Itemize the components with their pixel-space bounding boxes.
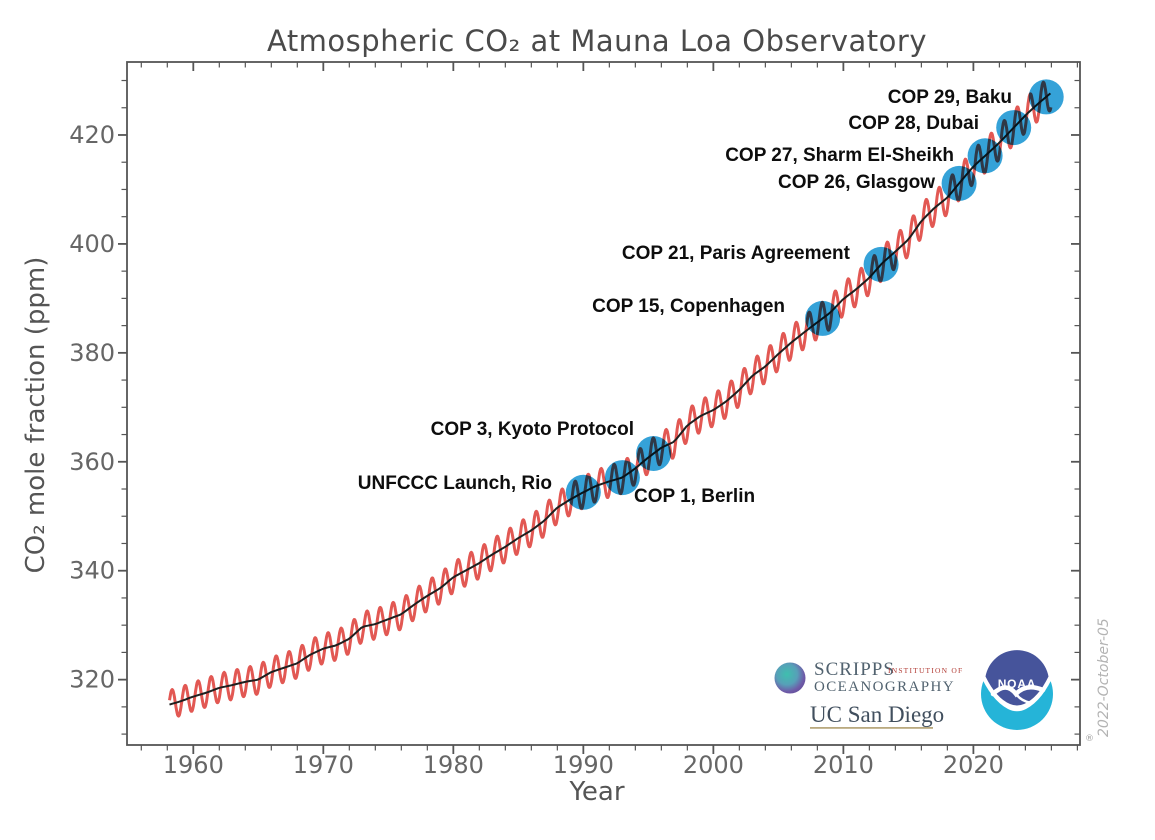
label-unfccc-launch-rio: UNFCCC Launch, Rio <box>358 473 552 494</box>
label-cop-27-sharm-el-sheikh: COP 27, Sharm El-Sheikh <box>725 145 954 166</box>
x-tick-label-1960: 1960 <box>163 751 224 779</box>
y-tick-label-360: 360 <box>69 448 115 476</box>
marker-cop-15-copenhagen <box>805 300 841 336</box>
label-cop-15-copenhagen: COP 15, Copenhagen <box>592 296 785 317</box>
y-tick-label-380: 380 <box>69 339 115 367</box>
y-tick-label-420: 420 <box>69 121 115 149</box>
cop-event-labels: UNFCCC Launch, Rio COP 1, Berlin COP 3, Ky… <box>358 87 1012 507</box>
noaa-seagull-tail <box>1014 692 1033 705</box>
marker-cop-3-kyoto-protocol <box>636 436 672 471</box>
noaa-logo: NOAA <box>979 635 1055 730</box>
label-cop-29-baku: COP 29, Baku <box>888 87 1012 108</box>
label-cop-3-kyoto-protocol: COP 3, Kyoto Protocol <box>431 419 634 440</box>
x-tick-label-1980: 1980 <box>423 751 484 779</box>
x-tick-label-1990: 1990 <box>553 751 614 779</box>
registered-trademark-mark: ® <box>1085 734 1094 744</box>
axis-tick-labels: 1960 1970 1980 1990 2000 2010 2020 320 340 360 380… <box>69 121 1004 779</box>
marker-cop-27-sharm-el-sheikh <box>967 138 1003 174</box>
label-cop-1-berlin: COP 1, Berlin <box>634 486 755 507</box>
y-tick-label-400: 400 <box>69 230 115 258</box>
x-tick-label-2010: 2010 <box>813 751 874 779</box>
scripps-globe-icon <box>774 662 806 694</box>
cop-event-markers <box>565 79 1064 510</box>
date-watermark: 2022-October-05 <box>1096 618 1112 737</box>
plot-area-frame <box>126 61 1081 746</box>
x-axis-label: Year <box>568 777 624 807</box>
x-tick-label-1970: 1970 <box>293 751 354 779</box>
y-tick-label-340: 340 <box>69 557 115 585</box>
scripps-wordmark: SCRIPPS <box>814 659 895 680</box>
scripps-oceanography-text: OCEANOGRAPHY <box>814 679 955 695</box>
uc-san-diego-wordmark: UC San Diego <box>810 702 944 727</box>
x-tick-label-2000: 2000 <box>683 751 744 779</box>
x-tick-label-2020: 2020 <box>943 751 1004 779</box>
label-cop-28-dubai: COP 28, Dubai <box>848 113 979 134</box>
label-cop-21-paris-agreement: COP 21, Paris Agreement <box>622 243 851 264</box>
scripps-institution-of-text: INSTITUTION OF <box>888 666 963 675</box>
marker-cop-1-berlin <box>604 460 640 496</box>
y-axis-label: CO₂ mole fraction (ppm) <box>21 257 51 574</box>
label-cop-26-glasgow: COP 26, Glasgow <box>778 172 935 193</box>
marker-unfccc-launch-rio <box>565 474 601 510</box>
y-tick-label-320: 320 <box>69 666 115 694</box>
ucsd-underline <box>810 727 933 729</box>
noaa-fan-shape <box>985 650 1049 706</box>
marker-cop-26-glasgow <box>941 165 977 201</box>
axis-ticks <box>118 62 1080 754</box>
marker-cop-28-dubai <box>996 110 1032 146</box>
marker-cop-29-baku <box>1028 79 1064 115</box>
marker-cop-21-paris-agreement <box>863 246 899 282</box>
chart-title: Atmospheric CO₂ at Mauna Loa Observatory <box>267 24 927 58</box>
scripps-oceanography-logo: SCRIPPS INSTITUTION OF OCEANOGRAPHY UC S… <box>774 659 963 729</box>
